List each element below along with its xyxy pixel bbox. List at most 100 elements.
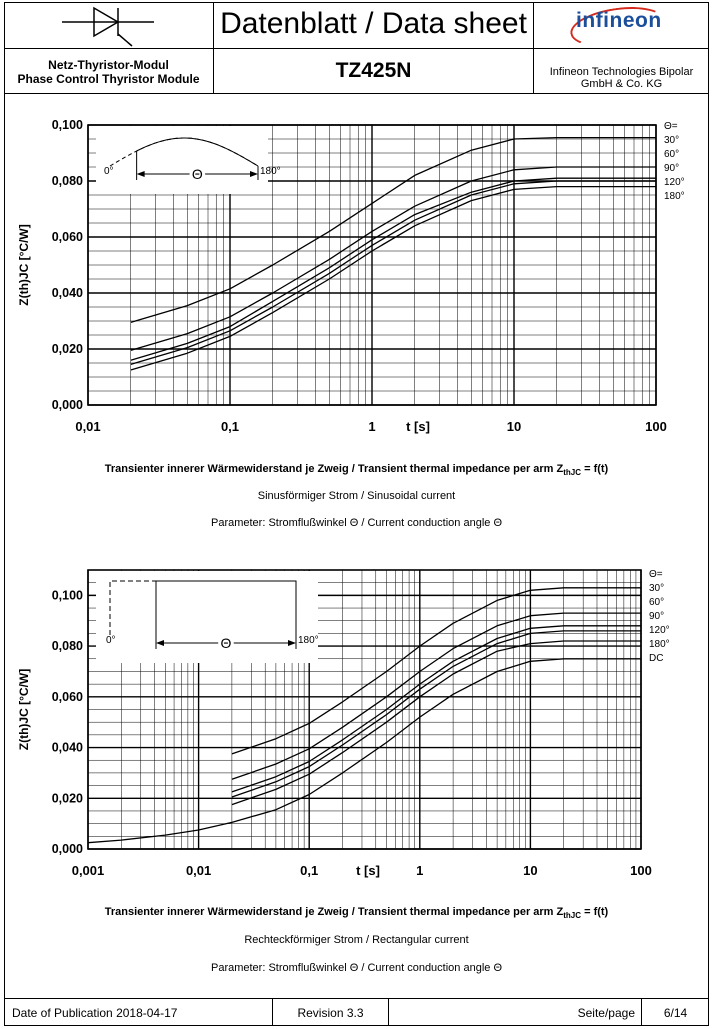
legend-title: Θ= [649,569,663,580]
series-line [130,180,656,366]
y-tick-label: 0,100 [52,588,83,602]
company-cell: Infineon Technologies Bipolar GmbH & Co.… [534,49,709,94]
chart1-caption-tail: = f(t) [581,463,609,475]
y-tick-label: 0,060 [52,230,83,244]
inset-rect-solid [155,580,297,649]
chart2-caption-title: Transienter innerer Wärmewiderstand je Z… [4,906,709,920]
part-number: TZ425N [214,49,534,94]
series-line [130,185,656,371]
chart2-caption-sub: thJC [563,911,582,921]
y-tick-label: 0,040 [52,741,83,755]
legend-entry: 90° [649,611,664,622]
y-axis-label: Z(th)JC [°C/W] [17,224,31,305]
inset-arrowhead-left [136,171,145,177]
y-tick-label: 0,100 [52,118,83,132]
footer-publication-date: Date of Publication 2018-04-17 [4,998,272,1026]
inset-label-theta: Θ [221,635,232,651]
thyristor-symbol-icon [62,6,154,47]
module-type-de: Netz-Thyristor-Modul [48,58,169,72]
y-tick-label: 0,040 [52,286,83,300]
chart2-caption-tail: = f(t) [581,906,609,918]
x-tick-label: 100 [645,419,667,434]
series-line [231,630,641,798]
legend-entry: 30° [649,583,664,594]
chart2-caption-title-text: Transienter innerer Wärmewiderstand je Z… [104,906,564,918]
legend-entry: DC [649,653,663,664]
legend-entry: 120° [649,625,670,636]
y-tick-label: 0,020 [52,791,83,805]
x-tick-label: 0,001 [72,863,105,878]
series-line [130,166,656,352]
y-tick-label: 0,000 [52,398,83,412]
x-axis-label: t [s] [356,863,380,878]
chart2-caption-current: Rechteckförmiger Strom / Rectangular cur… [244,934,469,946]
x-tick-label: 1 [368,419,375,434]
inset-background [96,571,318,663]
y-tick-label: 0,000 [52,842,83,856]
page-title: Datenblatt / Data sheet [214,2,534,49]
legend-entry: 180° [664,191,685,202]
inset-arrowhead-left [156,640,164,646]
series-line [130,177,656,361]
inset-arrowhead-right [250,171,258,177]
legend-title: Θ= [664,121,678,132]
footer-page-label: Seite/page [388,998,641,1026]
inset-arrowhead-right [288,640,296,646]
module-type-en: Phase Control Thyristor Module [17,72,200,86]
chart1-caption-title-text: Transienter innerer Wärmewiderstand je Z… [104,463,564,475]
inset-label-theta: Θ [192,166,203,182]
x-tick-label: 10 [507,419,521,434]
plot-border [87,124,657,406]
series-line [231,640,641,806]
y-tick-label: 0,020 [52,342,83,356]
x-tick-label: 1 [416,863,423,878]
y-tick-label: 0,060 [52,690,83,704]
infineon-logo: infineon [576,9,662,32]
company-line-2: GmbH & Co. KG [580,78,663,90]
x-tick-label: 0,01 [75,419,100,434]
legend-entry: 60° [649,597,664,608]
x-tick-label: 0,1 [300,863,318,878]
logo-cell: infineon [534,1,709,53]
inset-rect-dashed [109,580,156,635]
series-line [231,587,641,755]
series-line [130,136,656,324]
legend-entry: 120° [664,177,685,188]
chart-sinusoidal: 0,01 0,1 1 10 100 0,000 0,020 0,040 0,060 0,080 0,… [17,118,685,434]
chart1-caption-current: Sinusförmiger Strom / Sinusoidal current [257,490,456,502]
footer: Date of Publication 2018-04-17 Revision … [4,998,709,1026]
series-line [231,612,641,780]
module-type-cell: Netz-Thyristor-Modul Phase Control Thyri… [4,49,214,94]
plot-border [87,569,642,850]
chart1-caption-title: Transienter innerer Wärmewiderstand je Z… [4,463,709,477]
x-tick-label: 10 [523,863,537,878]
inset-label-180: 180° [298,635,319,646]
y-tick-label: 0,080 [52,174,83,188]
inset-label-0: 0° [104,166,114,177]
footer-page-number: 6/14 [641,998,709,1026]
legend-entry: 30° [664,135,679,146]
chart-rectangular: 0,001 0,01 0,1 1 10 100 0,000 0,020 0,040 0,060 0,… [17,569,670,878]
page-frame [4,2,709,1026]
legend-entry: 60° [664,149,679,160]
series-line [87,658,641,844]
symbol-cell [4,2,214,49]
inset-background [96,126,268,194]
y-tick-label: 0,080 [52,639,83,653]
inset-label-180: 180° [260,166,281,177]
chart1-caption-parameter: Parameter: Stromflußwinkel Θ / Current c… [210,517,502,529]
y-axis-label: Z(th)JC [°C/W] [17,669,31,750]
inset-sine-solid [136,137,259,167]
chart1-caption-sub: thJC [563,468,582,478]
x-tick-label: 0,01 [186,863,211,878]
series-line [231,625,641,793]
inset-label-0: 0° [106,635,116,646]
legend-entry: 180° [649,639,670,650]
x-axis-label: t [s] [406,419,430,434]
x-tick-label: 100 [630,863,652,878]
datasheet-header: Datenblatt / Data sheet infineon Netz-Th… [4,1,709,94]
x-tick-label: 0,1 [221,419,239,434]
footer-revision: Revision 3.3 [272,998,388,1026]
chart2-caption-parameter: Parameter: Stromflußwinkel Θ / Current c… [210,962,502,974]
company-line-1: Infineon Technologies Bipolar [549,66,694,78]
